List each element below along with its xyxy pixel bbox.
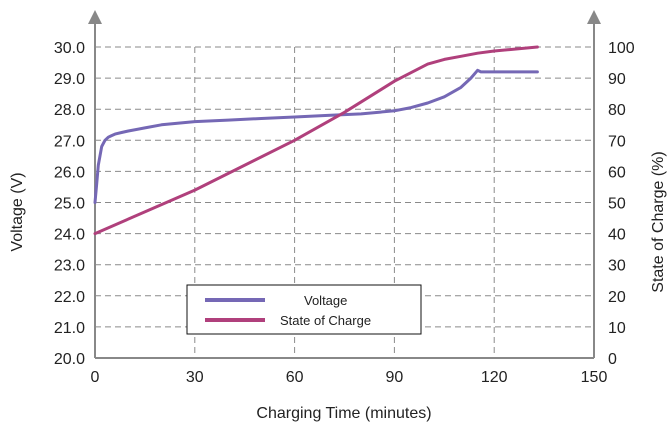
series-line-state-of-charge [93,45,539,236]
y-axis-title: Voltage (V) [9,172,26,251]
x-tick-label: 30 [186,369,204,386]
y2-tick-label: 60 [608,164,626,181]
y2-axis-title: State of Charge (%) [650,151,667,292]
grid [95,46,594,358]
x-axis-title: Charging Time (minutes) [256,405,431,422]
series-lines [93,45,539,236]
y-tick-label: 28.0 [54,102,85,119]
y2-tick-label: 80 [608,102,626,119]
y2-tick-label: 90 [608,71,626,88]
y-tick-label: 25.0 [54,196,85,213]
y-tick-label: 22.0 [54,289,85,306]
y-tick-label: 23.0 [54,258,85,275]
y2-tick-labels: 0 10 20 30 40 50 60 70 80 90 100 [608,40,635,368]
y2-tick-label: 100 [608,40,635,57]
x-tick-label: 120 [481,369,508,386]
y-tick-label: 20.0 [54,351,85,368]
y2-tick-label: 30 [608,258,626,275]
series-line-voltage [93,68,539,204]
y2-tick-label: 70 [608,133,626,150]
y2-tick-label: 20 [608,289,626,306]
legend-label-state-of-charge: State of Charge [280,313,371,328]
legend-label-voltage: Voltage [304,293,347,308]
x-tick-label: 60 [286,369,304,386]
y2-tick-label: 50 [608,196,626,213]
y-tick-label: 21.0 [54,320,85,337]
y-tick-label: 24.0 [54,227,85,244]
x-tick-label: 0 [91,369,100,386]
y2-tick-label: 0 [608,351,617,368]
y-tick-label: 30.0 [54,40,85,57]
legend: Voltage State of Charge [186,284,422,335]
y-tick-label: 29.0 [54,71,85,88]
x-tick-labels: 0 30 60 90 120 150 [91,369,608,386]
y2-tick-label: 10 [608,320,626,337]
y2-tick-label: 40 [608,227,626,244]
x-tick-label: 90 [386,369,404,386]
right-axis-arrow [587,10,601,24]
left-axis-arrow [88,10,102,24]
y-tick-label: 26.0 [54,164,85,181]
y-tick-label: 27.0 [54,133,85,150]
x-tick-label: 150 [581,369,608,386]
y-tick-labels: 20.0 21.0 22.0 23.0 24.0 25.0 26.0 27.0 28.0 29.0… [54,40,85,368]
legend-box [186,284,422,335]
